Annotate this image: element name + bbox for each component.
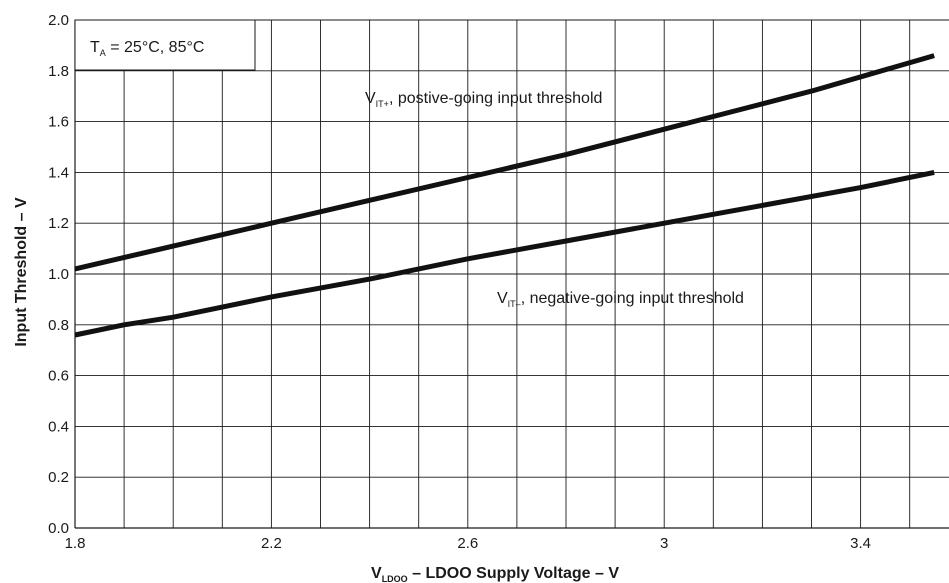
series-layer xyxy=(74,53,935,338)
series-label-negative-sub: IT– xyxy=(508,299,521,309)
x-axis-title-sub: LDOO xyxy=(382,574,408,583)
y-tick-label: 0.4 xyxy=(48,418,69,435)
x-tick-label: 3 xyxy=(660,535,668,552)
series-line-positive xyxy=(74,53,935,272)
conditions-label: TA = 25°C, 85°C xyxy=(90,39,204,58)
x-tick-label: 3.4 xyxy=(850,535,871,552)
tick-labels: 0.0 0.2 0.4 0.6 0.8 1.0 1.2 1.4 1.6 1.8 2.0 1.8 2.2 2… xyxy=(48,12,871,552)
conditions-main: T xyxy=(90,39,100,56)
series-label-negative-main: V xyxy=(497,290,508,307)
conditions-box xyxy=(74,19,256,71)
x-tick-label: 2.6 xyxy=(457,535,478,552)
series-label-positive: VIT+, postive-going input threshold xyxy=(365,90,602,109)
y-tick-label: 1.0 xyxy=(48,266,69,283)
series-label-positive-main: V xyxy=(365,90,376,107)
y-tick-label: 1.4 xyxy=(48,164,69,181)
x-tick-label: 1.8 xyxy=(65,535,86,552)
x-axis-title-rest: – LDOO Supply Voltage – V xyxy=(408,565,620,582)
y-tick-label: 0.8 xyxy=(48,317,69,334)
grid xyxy=(74,19,949,529)
y-tick-label: 0.0 xyxy=(48,520,69,537)
y-tick-label: 1.6 xyxy=(48,114,69,131)
x-tick-label: 2.2 xyxy=(261,535,282,552)
series-line-negative xyxy=(74,169,935,338)
y-tick-label: 0.2 xyxy=(48,469,69,486)
y-tick-label: 1.8 xyxy=(48,63,69,80)
series-label-negative: VIT–, negative-going input threshold xyxy=(497,290,744,309)
series-label-positive-rest: , postive-going input threshold xyxy=(389,90,602,107)
y-tick-label: 0.6 xyxy=(48,368,69,385)
conditions-sub: A xyxy=(100,48,106,58)
x-axis-title-main: V xyxy=(371,565,382,582)
conditions-rest: = 25°C, 85°C xyxy=(106,39,205,56)
y-tick-label: 1.2 xyxy=(48,215,69,232)
y-tick-label: 2.0 xyxy=(48,12,69,29)
x-axis-title: VLDOO – LDOO Supply Voltage – V xyxy=(371,565,619,583)
y-axis-title: Input Threshold – V xyxy=(13,197,30,347)
series-label-positive-sub: IT+ xyxy=(376,99,389,109)
series-label-negative-rest: , negative-going input threshold xyxy=(521,290,744,307)
